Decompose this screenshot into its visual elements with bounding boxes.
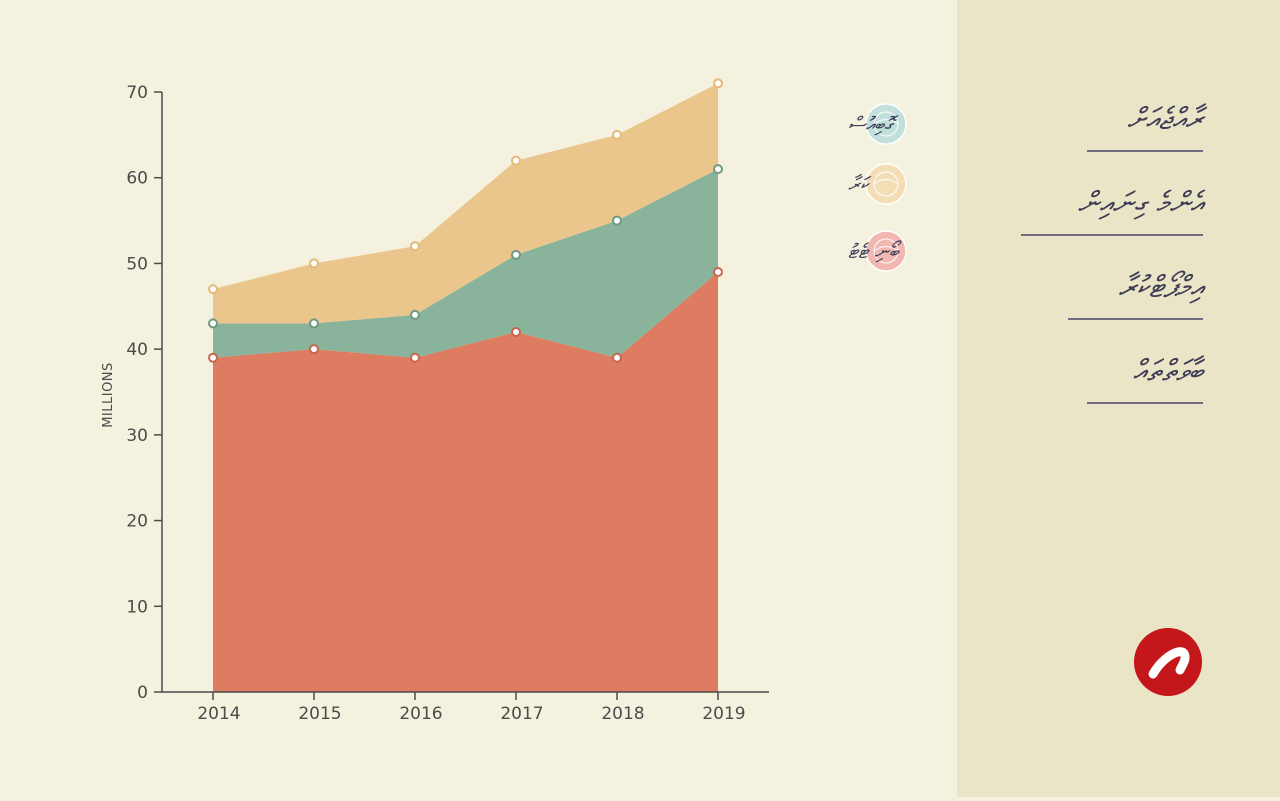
sidebar-item-label: ރާއްޖެއަށް bbox=[1127, 102, 1203, 137]
legend-label: ބޯނި ޓެޓު bbox=[848, 239, 902, 263]
x-tick-label: 2016 bbox=[399, 704, 442, 724]
y-tick-label: 40 bbox=[126, 340, 148, 360]
x-tick-label: 2019 bbox=[702, 704, 745, 724]
brand-logo-icon bbox=[1148, 647, 1190, 679]
sidebar-item-maldives[interactable]: ރާއްޖެއަށް bbox=[973, 92, 1203, 152]
sidebar-item-imported[interactable]: އިމްޕޯޓްކުރާ bbox=[973, 260, 1203, 320]
area-series-0 bbox=[213, 272, 718, 692]
y-tick-label: 70 bbox=[126, 83, 148, 103]
marker-layer bbox=[208, 78, 723, 363]
data-point-series-1-2019[interactable] bbox=[713, 164, 723, 175]
data-point-series-0-2018[interactable] bbox=[612, 352, 622, 363]
legend-item-2[interactable]: ބޯނި ޓެޓު bbox=[848, 230, 907, 272]
sidebar-item-label: ބާވަތްތައް bbox=[1132, 354, 1203, 389]
x-ticks: 2014 2015 2016 2017 2018 2019 bbox=[197, 692, 746, 724]
divider bbox=[1068, 318, 1203, 320]
data-point-series-1-2018[interactable] bbox=[612, 215, 622, 226]
area-layer bbox=[213, 83, 718, 692]
legend-item-1[interactable]: ކަރާ bbox=[848, 163, 907, 205]
x-tick-label: 2018 bbox=[601, 704, 644, 724]
data-point-series-0-2019[interactable] bbox=[713, 267, 723, 277]
y-tick-label: 60 bbox=[126, 169, 148, 189]
meat-icon bbox=[865, 230, 907, 272]
y-axis-title: MILLIONS bbox=[101, 362, 116, 428]
data-point-series-0-2017[interactable] bbox=[511, 327, 521, 337]
data-point-series-0-2014[interactable] bbox=[208, 352, 218, 363]
sidebar-item-most[interactable]: އެންމެ ގިނައިން bbox=[973, 176, 1203, 236]
area-series-2 bbox=[213, 83, 718, 324]
sidebar-item-items[interactable]: ބާވަތްތައް bbox=[973, 344, 1203, 404]
divider bbox=[1087, 150, 1203, 152]
chart-panel: MILLIONS 0 10 20 30 40 50 60 70 2014 2015 2016 201… bbox=[101, 78, 907, 724]
legend-label: ގޮބިއުސް bbox=[848, 112, 899, 136]
data-point-series-1-2014[interactable] bbox=[208, 318, 218, 329]
data-point-series-1-2016[interactable] bbox=[410, 309, 420, 320]
data-point-series-2-2018[interactable] bbox=[612, 129, 622, 140]
data-point-series-2-2019[interactable] bbox=[713, 78, 723, 89]
data-point-series-1-2017[interactable] bbox=[511, 249, 521, 260]
axes: MILLIONS bbox=[101, 92, 769, 693]
melon-slice-icon bbox=[865, 163, 907, 205]
area-series-1 bbox=[213, 169, 718, 358]
x-tick-label: 2014 bbox=[197, 704, 240, 724]
data-point-series-0-2016[interactable] bbox=[410, 352, 420, 363]
cabbage-icon bbox=[865, 103, 907, 145]
sidebar bbox=[957, 0, 1280, 797]
data-point-series-2-2016[interactable] bbox=[410, 241, 420, 252]
y-tick-label: 10 bbox=[126, 597, 148, 617]
legend-label: ކަރާ bbox=[848, 172, 872, 196]
sidebar-item-label: އެންމެ ގިނައިން bbox=[1077, 186, 1203, 221]
data-point-series-2-2014[interactable] bbox=[208, 284, 218, 295]
data-point-series-2-2017[interactable] bbox=[511, 155, 521, 166]
sidebar-item-label: އިމްޕޯޓްކުރާ bbox=[1118, 270, 1203, 305]
data-point-series-2-2015[interactable] bbox=[309, 258, 319, 269]
y-tick-label: 30 bbox=[126, 426, 148, 446]
y-tick-label: 20 bbox=[126, 512, 148, 532]
data-point-series-1-2015[interactable] bbox=[309, 318, 319, 329]
y-tick-label: 0 bbox=[137, 683, 148, 703]
divider bbox=[1021, 234, 1203, 236]
y-ticks: 0 10 20 30 40 50 60 70 bbox=[126, 83, 162, 703]
legend-item-0[interactable]: ގޮބިއުސް bbox=[848, 103, 907, 145]
sidebar-nav: ރާއްޖެއަށް އެންމެ ގިނައިން އިމްޕޯޓްކުރާ … bbox=[973, 92, 1203, 428]
y-tick-label: 50 bbox=[126, 254, 148, 274]
brand-logo-button[interactable] bbox=[1134, 628, 1202, 696]
divider bbox=[1087, 402, 1203, 404]
data-point-series-0-2015[interactable] bbox=[309, 344, 319, 355]
x-tick-label: 2017 bbox=[500, 704, 543, 724]
x-tick-label: 2015 bbox=[298, 704, 341, 724]
legend: ގޮބިއުސް ކަރާ ބޯނި ޓެޓު bbox=[848, 103, 907, 272]
